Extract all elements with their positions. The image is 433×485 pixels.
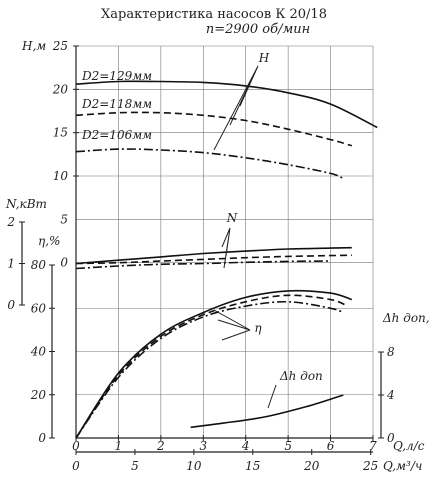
y-tick-label-npsh: 8 xyxy=(387,345,395,359)
series-line--6 xyxy=(75,289,353,439)
y-tick-label-head: 5 xyxy=(60,212,68,226)
y-tick-label-head: 15 xyxy=(53,126,68,140)
y-tick-label-efficiency: 40 xyxy=(30,345,47,359)
chart-title: Характеристика насосов К 20/18 xyxy=(101,7,327,22)
axes: 0 1 2 3 4 5 6 7 Q,л/c0 5 10 15 20 25 Q,м³/ч1015202550H… xyxy=(5,39,433,473)
y-tick-label-npsh: 4 xyxy=(386,388,395,402)
x-tick-label-q-ls: 6 xyxy=(327,439,335,453)
annotation-npsh-label: Δh доп xyxy=(279,369,323,383)
x-axis-label-q-m3h: Q,м³/ч xyxy=(383,459,422,473)
annotation-efficiency-leader xyxy=(213,309,251,341)
y-tick-label-power: 0 xyxy=(7,298,15,312)
y-tick-label-power: 2 xyxy=(6,215,15,229)
x-tick-label-q-m3h: 20 xyxy=(303,459,320,473)
x-tick-label-q-ls: 5 xyxy=(284,439,292,453)
series-line-h-9 xyxy=(190,394,344,429)
y-tick-label-power: 1 xyxy=(7,257,15,271)
series-label-diameter: D2=129мм xyxy=(81,69,152,83)
series-line-n-3 xyxy=(75,246,352,265)
y-tick-label-efficiency: 20 xyxy=(30,388,47,402)
series-lines xyxy=(75,80,378,439)
series-line--8 xyxy=(75,300,344,439)
y-tick-label-head: 10 xyxy=(53,169,69,183)
series-line--7 xyxy=(75,294,348,439)
annotation-power-label: N xyxy=(226,211,238,225)
y-tick-label-efficiency: 0 xyxy=(38,431,46,445)
x-tick-label-q-ls: 2 xyxy=(156,439,165,453)
series-line-h-0 xyxy=(75,80,378,129)
annotation-power-leader xyxy=(221,227,231,269)
y-tick-label-efficiency: 60 xyxy=(31,301,47,315)
y-axis-label-npsh: Δh доп, м xyxy=(382,311,433,325)
y-tick-label-efficiency: 80 xyxy=(31,258,47,272)
y-axis-label-efficiency: η,% xyxy=(38,234,60,248)
series-line-n-4 xyxy=(75,254,352,265)
y-tick-label-head: 25 xyxy=(52,39,68,53)
x-axis-label-q-ls: Q,л/c xyxy=(393,439,425,453)
series-line-h-1 xyxy=(75,111,353,147)
x-tick-label-q-m3h: 25 xyxy=(362,459,378,473)
y-axis-label-head: H,м xyxy=(21,39,46,53)
series-line-h-2 xyxy=(75,148,344,180)
x-tick-label-q-ls: 4 xyxy=(241,439,250,453)
x-tick-label-q-ls: 3 xyxy=(199,439,207,453)
y-tick-label-head: 0 xyxy=(60,256,68,270)
series-label-diameter: D2=106мм xyxy=(81,128,152,142)
x-tick-label-q-ls: 0 xyxy=(72,439,80,453)
annotation-npsh-leader xyxy=(267,384,277,409)
annotations: D2=129мм D2=118мм D2=106мм H Nη Δh доп xyxy=(81,51,323,409)
annotation-head-leader xyxy=(213,65,259,151)
annotation-efficiency-label: η xyxy=(254,321,262,335)
y-tick-label-head: 20 xyxy=(52,82,69,96)
annotation-head-label: H xyxy=(258,51,270,65)
x-tick-label-q-m3h: 0 xyxy=(72,459,80,473)
y-tick-label-npsh: 0 xyxy=(387,431,395,445)
series-line-n-5 xyxy=(75,260,331,270)
x-tick-label-q-m3h: 10 xyxy=(186,459,202,473)
series-label-diameter: D2=118мм xyxy=(81,97,152,111)
x-tick-label-q-ls: 1 xyxy=(115,439,123,453)
x-tick-label-q-m3h: 15 xyxy=(245,459,260,473)
chart-subtitle: n=2900 об/мин xyxy=(206,22,310,37)
y-axis-label-power: N,кВт xyxy=(5,197,47,211)
x-tick-label-q-ls: 7 xyxy=(369,439,377,453)
x-tick-label-q-m3h: 5 xyxy=(131,459,139,473)
